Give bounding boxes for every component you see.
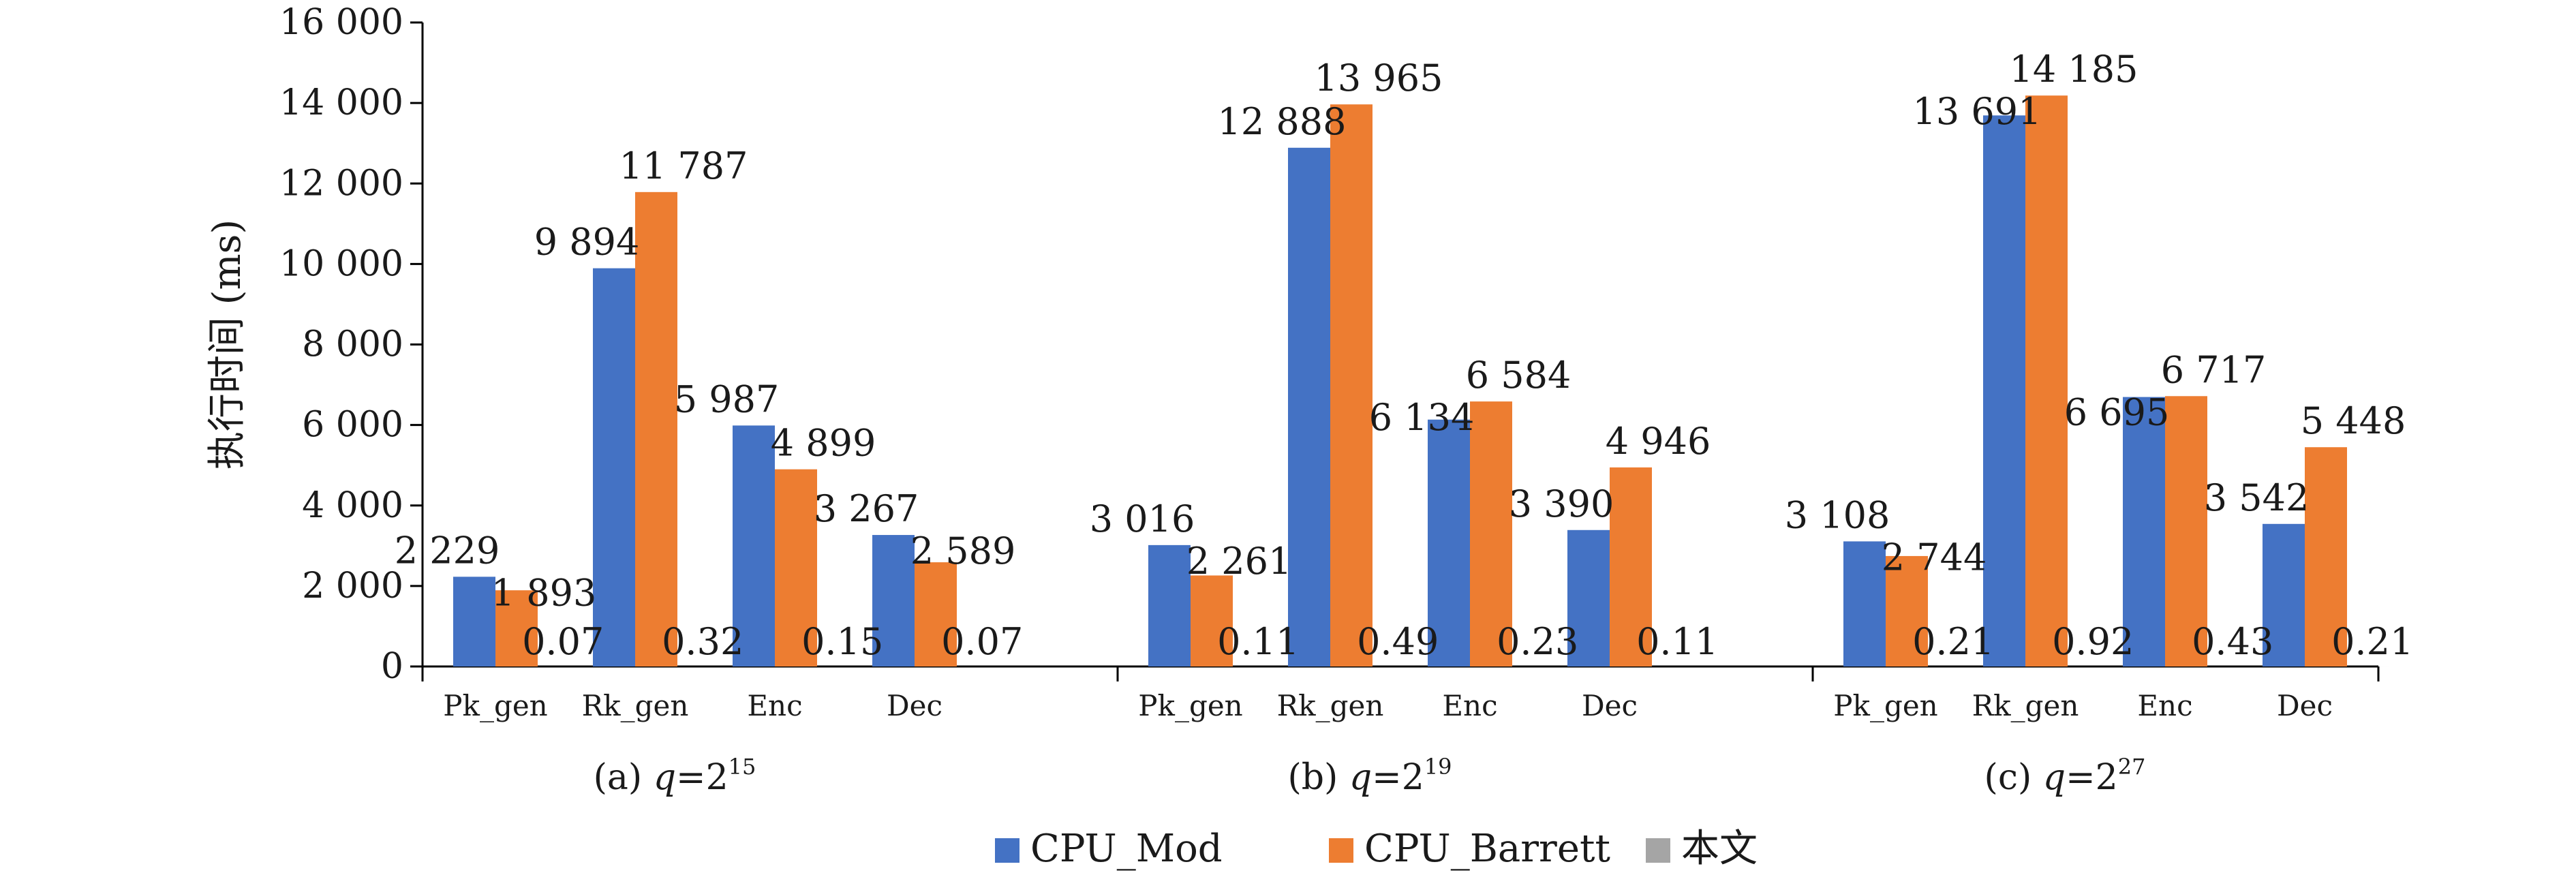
x-category-label: Enc [2137,689,2192,722]
y-tick-label: 6 000 [302,405,403,446]
data-label-this-work: 0.21 [2331,620,2413,663]
x-category-label: Enc [747,689,802,722]
bar-cpu-barrett-pk-gen [1886,555,1928,666]
data-label-cpu-barrett: 14 185 [2010,48,2138,91]
x-category-label: Rk_gen [1972,689,2079,722]
bar-cpu-mod-rk-gen [1288,147,1330,667]
data-label-cpu-mod: 3 267 [814,487,919,530]
data-label-cpu-barrett: 11 787 [619,144,748,187]
bar-cpu-barrett-rk-gen [2025,95,2068,667]
x-category-label: Dec [887,689,942,722]
legend-label-1: CPU_Barrett [1364,827,1610,871]
axes-layer: 0 2 000 4 000 6 000 8 000 10 000 12 000 14 000 1… [205,2,2380,687]
x-category-label: Dec [2277,689,2333,722]
data-label-this-work: 0.15 [801,620,883,663]
data-label-cpu-mod: 12 888 [1218,100,1347,143]
legend-swatch-0 [995,838,1019,863]
data-label-cpu-barrett: 6 717 [2161,348,2267,391]
x-category-label: Pk_gen [443,689,548,722]
bar-cpu-mod-pk-gen [453,577,495,666]
data-label-cpu-barrett: 13 965 [1315,57,1443,99]
bar-cpu-barrett-dec [2305,447,2347,666]
data-label-cpu-barrett: 1 893 [491,571,597,614]
bar-cpu-mod-rk-gen [1983,115,2025,666]
bars-layer [453,95,2389,667]
bar-cpu-barrett-rk-gen [1330,104,1373,666]
data-label-cpu-barrett: 5 448 [2301,399,2406,442]
x-category-label: Enc [1442,689,1497,722]
data-label-cpu-mod: 6 134 [1369,396,1475,439]
data-label-cpu-mod: 13 691 [1913,90,2042,133]
bar-cpu-barrett-pk-gen [1191,575,1233,666]
bar-cpu-barrett-enc [775,469,817,666]
legend-label-0: CPU_Mod [1030,827,1223,871]
data-label-this-work: 0.21 [1912,620,1994,663]
x-category-label: Pk_gen [1833,689,1938,722]
data-label-cpu-mod: 2 229 [395,529,500,572]
bar-cpu-mod-rk-gen [593,268,635,666]
x-category-label: Rk_gen [1277,689,1384,722]
data-label-cpu-mod: 3 390 [1509,482,1614,525]
data-label-cpu-barrett: 4 899 [771,422,876,465]
data-label-this-work: 0.11 [1217,620,1299,663]
data-label-cpu-mod: 3 016 [1090,497,1195,540]
data-label-this-work: 0.11 [1636,620,1718,663]
data-label-cpu-mod: 6 695 [2064,390,2170,433]
data-label-cpu-mod: 5 987 [674,378,780,420]
bar-cpu-mod-pk-gen [1148,544,1191,666]
bar-cpu-barrett-rk-gen [635,191,677,666]
subplot-caption: (a) q=215 [594,754,756,798]
bar-cpu-mod-enc [2123,397,2165,666]
bar-cpu-barrett-pk-gen [495,590,538,666]
data-label-cpu-barrett: 2 744 [1882,536,1987,579]
legend: CPU_Mod CPU_Barrett 本文 [995,827,1758,871]
y-tick-label: 2 000 [302,566,403,607]
x-category-label: Dec [1582,689,1638,722]
y-tick-label: 12 000 [279,163,403,204]
data-label-cpu-barrett: 2 589 [910,530,1016,572]
bar-cpu-mod-dec [2263,523,2305,666]
data-label-this-work: 0.23 [1497,620,1578,663]
data-label-this-work: 0.92 [2052,620,2134,663]
data-label-cpu-barrett: 4 946 [1606,420,1711,463]
bar-cpu-mod-pk-gen [1843,541,1886,666]
data-label-this-work: 0.07 [941,620,1023,663]
y-tick-label: 8 000 [302,324,403,365]
bar-cpu-barrett-dec [1610,467,1652,666]
data-label-this-work: 0.43 [2192,620,2273,663]
x-category-label: Rk_gen [582,689,689,722]
bar-cpu-barrett-enc [2165,396,2207,666]
data-label-this-work: 0.49 [1357,620,1439,663]
y-tick-label: 10 000 [279,243,403,284]
bar-cpu-barrett-dec [915,562,957,666]
data-label-cpu-barrett: 2 261 [1186,540,1292,583]
subplot-caption: (b) q=219 [1287,754,1452,798]
bar-cpu-mod-dec [872,535,915,666]
y-tick-label: 16 000 [279,2,403,43]
data-label-this-work: 0.07 [522,620,604,663]
legend-swatch-1 [1329,838,1353,863]
bar-cpu-mod-enc [1428,419,1470,666]
legend-swatch-2 [1646,838,1670,863]
y-axis-title: 执行时间 (ms) [205,219,249,470]
y-tick-label: 14 000 [279,82,403,123]
bar-cpu-mod-enc [733,425,775,666]
data-label-cpu-mod: 3 542 [2204,476,2310,519]
data-label-cpu-mod: 9 894 [534,221,640,264]
data-label-cpu-barrett: 6 584 [1466,354,1571,397]
data-label-cpu-mod: 3 108 [1785,493,1890,536]
subplot-caption: (c) q=227 [1984,754,2146,798]
y-tick-label: 0 [381,646,403,687]
y-tick-label: 4 000 [302,485,403,526]
bar-cpu-barrett-enc [1470,401,1512,666]
legend-label-2: 本文 [1681,827,1758,871]
bar-cpu-mod-dec [1567,530,1610,666]
x-category-label: Pk_gen [1138,689,1243,722]
data-label-this-work: 0.32 [662,620,743,663]
